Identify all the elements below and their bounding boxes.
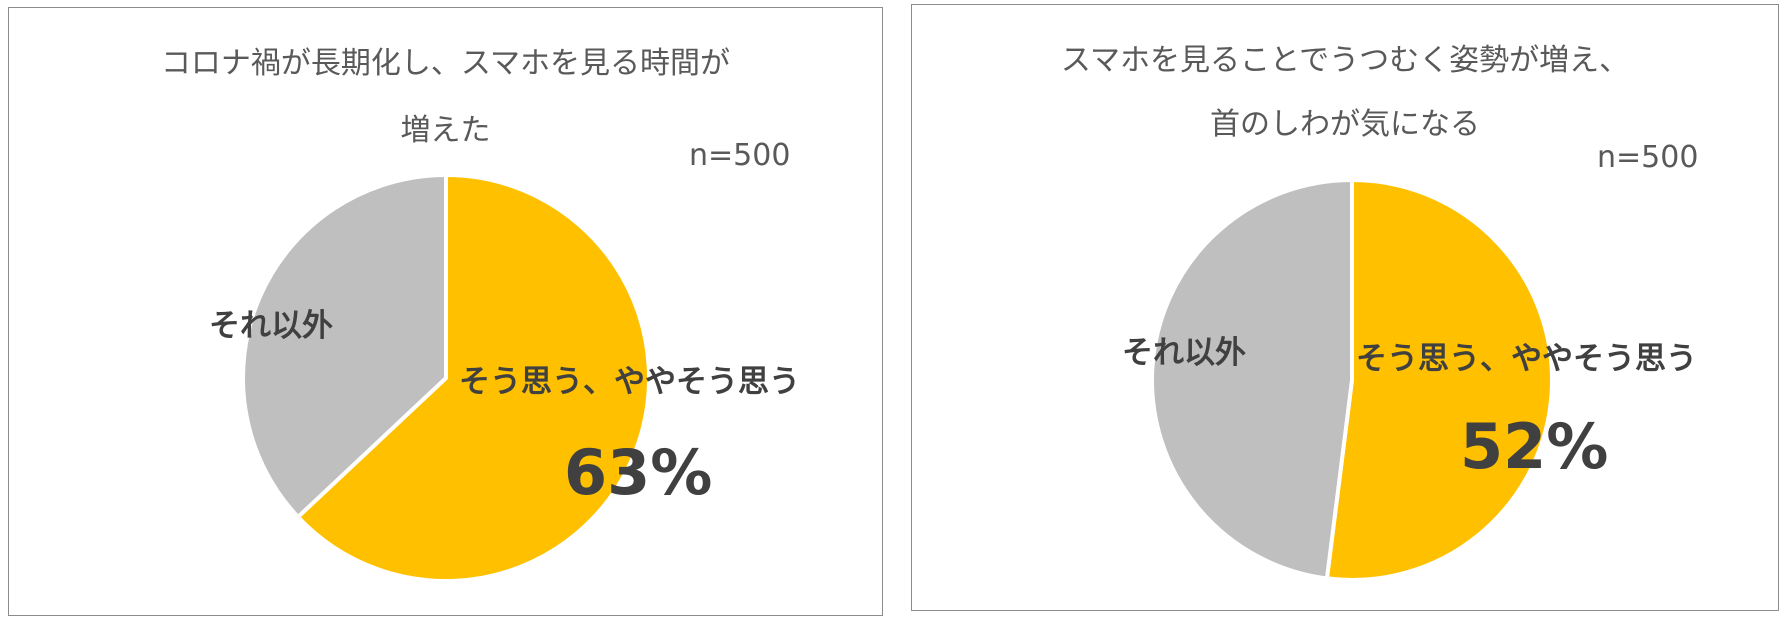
pie-slice-agree <box>296 173 652 583</box>
slice-value-agree: 52% <box>1460 410 1609 483</box>
chart-title-line-2: 増えた <box>400 113 491 148</box>
slice-value-agree: 63% <box>564 436 713 509</box>
slice-label-agree: そう思う、ややそう思う <box>1356 341 1697 377</box>
slice-label-other: それ以外 <box>1122 335 1246 371</box>
pie-slice-other <box>1150 178 1354 581</box>
pie-slice-agree <box>1324 178 1555 582</box>
sample-size-label: n=500 <box>689 138 791 173</box>
chart-title-line-1: コロナ禍が長期化し、スマホを見る時間が <box>160 46 731 81</box>
chart-title-line-1: スマホを見ることでうつむく姿勢が増え、 <box>1060 43 1630 78</box>
pie-chart <box>241 173 652 583</box>
slice-label-agree: そう思う、ややそう思う <box>459 364 800 400</box>
slice-label-other: それ以外 <box>209 308 333 344</box>
pie-slice-other <box>241 173 448 519</box>
chart-panel-right: スマホを見ることでうつむく姿勢が増え、 首のしわが気になる n=500 それ以外… <box>911 4 1779 611</box>
chart-title-line-2: 首のしわが気になる <box>1210 107 1480 142</box>
chart-panel-left: コロナ禍が長期化し、スマホを見る時間が 増えた n=500 それ以外 そう思う、… <box>8 7 883 616</box>
sample-size-label: n=500 <box>1597 140 1699 175</box>
pie-chart <box>1150 178 1555 582</box>
